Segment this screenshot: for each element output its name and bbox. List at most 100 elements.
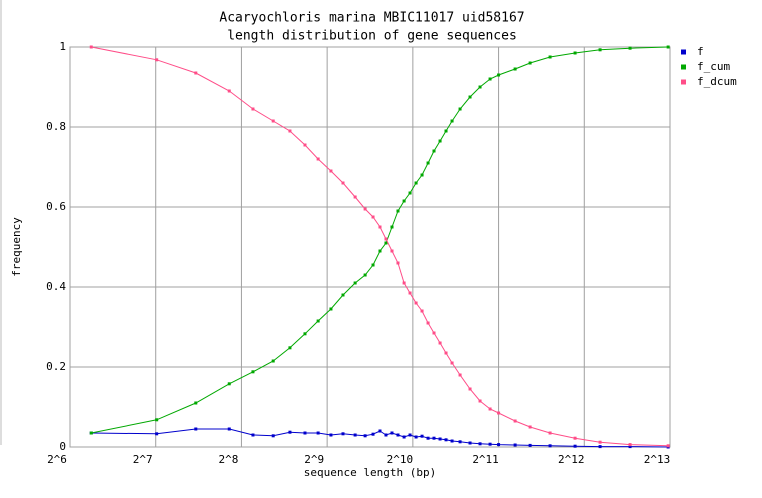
point: [468, 441, 472, 445]
point: [420, 309, 424, 313]
point: [251, 107, 255, 111]
point: [488, 442, 492, 446]
y-tick-label: 0.2: [46, 360, 66, 373]
point: [598, 48, 602, 52]
point: [390, 249, 394, 253]
point: [497, 411, 501, 415]
point: [426, 436, 430, 440]
chart-title: Acaryochloris marina MBIC11017 uid58167: [219, 11, 524, 26]
point: [402, 435, 406, 439]
point: [396, 261, 400, 265]
point: [420, 173, 424, 177]
point: [378, 225, 382, 229]
point: [155, 418, 159, 422]
point: [341, 293, 345, 297]
point: [444, 351, 448, 355]
point: [227, 427, 231, 431]
point: [450, 439, 454, 443]
point: [488, 407, 492, 411]
point: [426, 161, 430, 165]
point: [548, 431, 552, 435]
legend-label: f_dcum: [697, 75, 737, 88]
point: [548, 444, 552, 448]
x-tick-label: 2^6: [47, 453, 67, 466]
point: [303, 332, 307, 336]
point: [408, 433, 412, 437]
point: [341, 432, 345, 436]
point: [513, 67, 517, 71]
point: [329, 169, 333, 173]
point: [497, 443, 501, 447]
point: [598, 445, 602, 449]
point: [384, 237, 388, 241]
y-tick-label: 1: [59, 40, 66, 53]
y-axis-label: frequency: [10, 217, 23, 277]
point: [408, 291, 412, 295]
point: [288, 430, 292, 434]
point: [396, 433, 400, 437]
point: [371, 263, 375, 267]
point: [438, 139, 442, 143]
point: [353, 281, 357, 285]
y-tick-label: 0.6: [46, 200, 66, 213]
point: [384, 241, 388, 245]
point: [408, 191, 412, 195]
point: [316, 157, 320, 161]
point: [303, 143, 307, 147]
chart-subtitle: length distribution of gene sequences: [227, 29, 517, 44]
point: [444, 129, 448, 133]
point: [438, 341, 442, 345]
point: [271, 119, 275, 123]
point: [227, 382, 231, 386]
point: [271, 434, 275, 438]
point: [402, 199, 406, 203]
point: [251, 433, 255, 437]
point: [420, 434, 424, 438]
point: [288, 346, 292, 350]
point: [528, 61, 532, 65]
point: [288, 129, 292, 133]
point: [155, 432, 159, 436]
point: [548, 55, 552, 59]
legend-label: f: [697, 45, 704, 58]
point: [528, 425, 532, 429]
point: [402, 281, 406, 285]
point: [426, 321, 430, 325]
point: [444, 438, 448, 442]
point: [573, 436, 577, 440]
point: [414, 301, 418, 305]
point: [329, 307, 333, 311]
point: [598, 440, 602, 444]
point: [89, 45, 93, 49]
point: [628, 445, 632, 449]
point: [666, 444, 670, 448]
point: [194, 71, 198, 75]
point: [513, 443, 517, 447]
point: [458, 107, 462, 111]
point: [378, 249, 382, 253]
x-tick-label: 2^7: [133, 453, 153, 466]
legend-swatch: [681, 64, 686, 70]
point: [89, 431, 93, 435]
point: [573, 51, 577, 55]
x-tick-label: 2^12: [558, 453, 585, 466]
point: [353, 195, 357, 199]
point: [227, 89, 231, 93]
point: [371, 215, 375, 219]
point: [384, 433, 388, 437]
point: [363, 273, 367, 277]
point: [414, 181, 418, 185]
point: [458, 440, 462, 444]
point: [353, 433, 357, 437]
point: [341, 181, 345, 185]
point: [271, 359, 275, 363]
point: [363, 434, 367, 438]
point: [628, 443, 632, 447]
point: [478, 442, 482, 446]
point: [363, 207, 367, 211]
point: [497, 73, 501, 77]
point: [573, 444, 577, 448]
x-tick-label: 2^11: [472, 453, 499, 466]
point: [378, 429, 382, 433]
y-tick-label: 0.8: [46, 120, 66, 133]
